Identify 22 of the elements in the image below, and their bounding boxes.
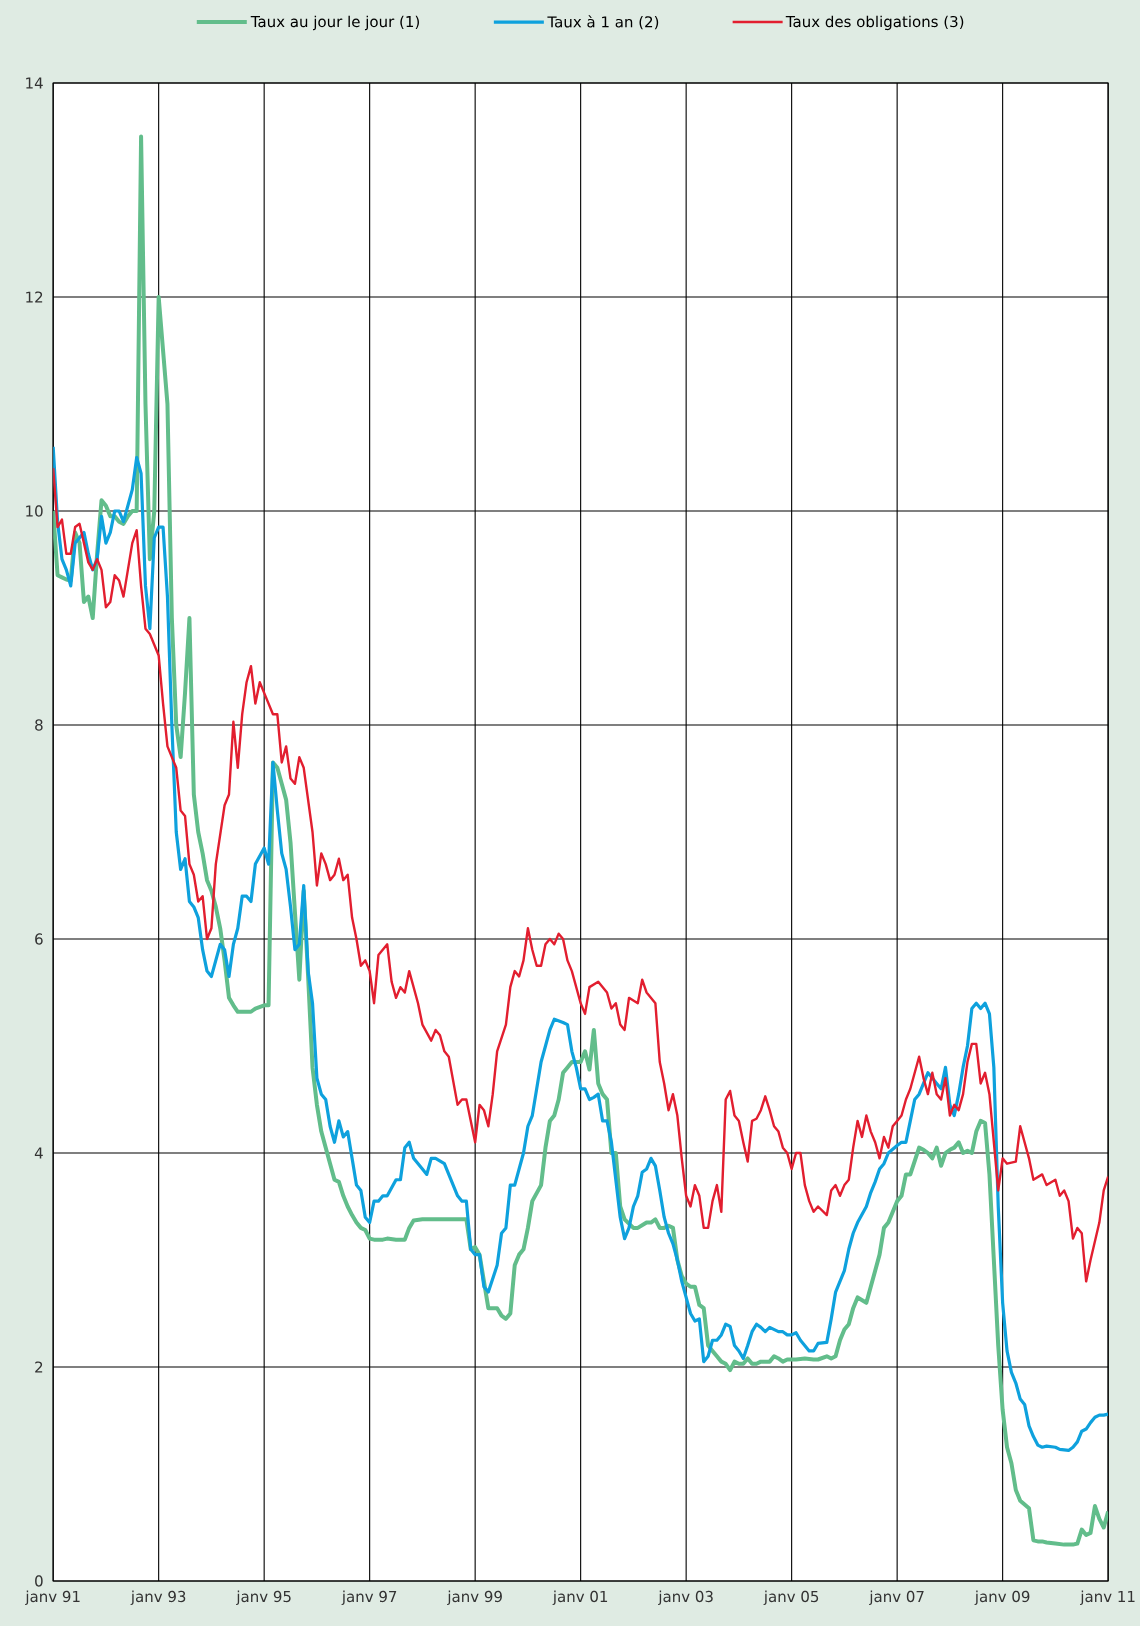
legend-label: Taux au jour le jour (1) bbox=[250, 15, 419, 31]
x-tick-label: janv 11 bbox=[1079, 1590, 1135, 1606]
y-tick-label: 14 bbox=[26, 77, 43, 89]
x-tick-label: janv 97 bbox=[341, 1590, 397, 1606]
y-tick-label: 6 bbox=[35, 933, 43, 945]
y-tick-label: 0 bbox=[35, 1575, 43, 1587]
x-tick-label: janv 07 bbox=[869, 1590, 924, 1606]
x-tick-label: janv 03 bbox=[658, 1590, 713, 1606]
x-tick-label: janv 91 bbox=[25, 1590, 80, 1606]
legend-label: Taux à 1 an (2) bbox=[547, 15, 659, 30]
x-tick-label: janv 01 bbox=[552, 1590, 607, 1606]
y-tick-label: 4 bbox=[34, 1147, 43, 1159]
y-tick-label: 8 bbox=[35, 719, 43, 731]
x-tick-label: janv 09 bbox=[974, 1590, 1030, 1606]
x-tick-label: janv 95 bbox=[236, 1590, 291, 1606]
y-tick-label: 10 bbox=[26, 505, 43, 517]
legend-label: Taux des obligations (3) bbox=[785, 15, 964, 31]
y-tick-label: 12 bbox=[26, 291, 43, 303]
x-tick-label: janv 05 bbox=[763, 1590, 819, 1606]
x-tick-label: janv 93 bbox=[130, 1590, 186, 1606]
y-tick-label: 2 bbox=[35, 1361, 43, 1373]
x-tick-label: janv 99 bbox=[447, 1590, 502, 1606]
